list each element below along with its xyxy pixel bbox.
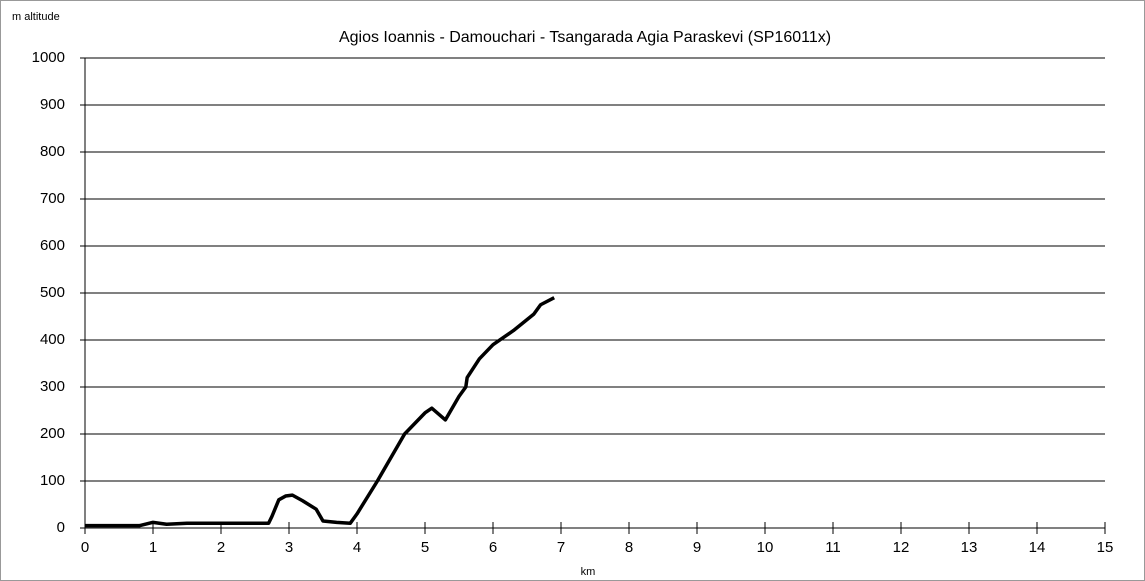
y-tick-label: 600 <box>40 237 65 254</box>
line <box>85 296 556 528</box>
x-tick-label: 2 <box>217 539 225 556</box>
x-tick-label: 7 <box>557 539 565 556</box>
x-tick-label: 15 <box>1097 539 1114 556</box>
y-tick-label: 700 <box>40 190 65 207</box>
y-tick-label: 500 <box>40 284 65 301</box>
x-tick-label: 10 <box>757 539 774 556</box>
y-tick-label: 900 <box>40 96 65 113</box>
x-tick-label: 5 <box>421 539 429 556</box>
x-tick-label: 12 <box>893 539 910 556</box>
x-tick-label: 0 <box>81 539 89 556</box>
y-tick-label: 800 <box>40 143 65 160</box>
x-tick-label: 3 <box>285 539 293 556</box>
chart-title: Agios Ioannis - Damouchari - Tsangarada … <box>339 29 831 46</box>
y-tick-label: 200 <box>40 425 65 442</box>
y-tick-label: 300 <box>40 378 65 395</box>
x-tick-label: 9 <box>693 539 701 556</box>
x-axis-label: km <box>581 566 596 578</box>
x-tick-label: 6 <box>489 539 497 556</box>
x-tick-label: 11 <box>825 539 841 556</box>
x-tick-label: 8 <box>625 539 633 556</box>
y-axis-label: m altitude <box>12 11 60 23</box>
y-tick-label: 100 <box>40 472 65 489</box>
x-tick-label: 14 <box>1029 539 1046 556</box>
x-tick-label: 13 <box>961 539 978 556</box>
x-tick-label: 4 <box>353 539 361 556</box>
y-tick-label: 1000 <box>32 49 65 66</box>
x-tick-label: 1 <box>149 539 157 556</box>
y-tick-label: 0 <box>57 519 65 536</box>
y-tick-label: 400 <box>40 331 65 348</box>
